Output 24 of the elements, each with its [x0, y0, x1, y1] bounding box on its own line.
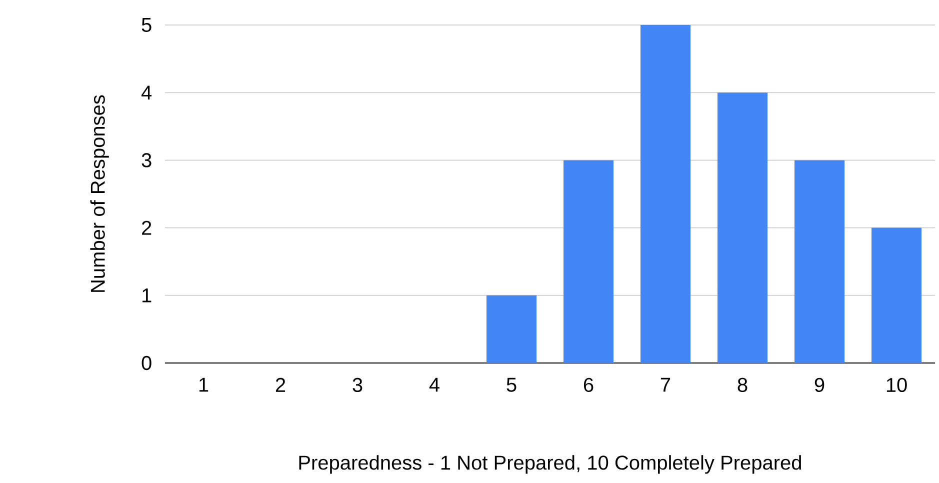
y-tick-label: 4 — [141, 86, 152, 100]
x-tick-label: 3 — [352, 378, 362, 392]
x-tick-label: 6 — [584, 378, 594, 392]
y-tick-label: 2 — [142, 220, 152, 235]
bar — [640, 25, 691, 363]
y-tick-label: 5 — [142, 18, 152, 32]
x-tick-label: 7 — [660, 378, 670, 392]
bar — [794, 160, 845, 363]
y-tick-label: 3 — [142, 153, 152, 168]
x-tick-label: 1 — [199, 378, 208, 392]
bar — [718, 92, 768, 363]
x-tick-label: 2 — [276, 378, 286, 392]
x-axis-title: Preparedness - 1 Not Prepared, 10 Completely Prepared — [299, 455, 801, 474]
x-tick-label: 10 — [886, 378, 907, 392]
y-tick-label: 0 — [142, 356, 152, 370]
y-tick-label: 1 — [142, 288, 152, 302]
x-tick-label: 4 — [429, 378, 440, 392]
bar — [564, 160, 614, 363]
x-tick-label: 5 — [506, 378, 516, 392]
x-tick-label: 9 — [814, 378, 824, 392]
bar — [486, 295, 537, 363]
x-tick-label: 8 — [738, 378, 748, 392]
bar — [872, 228, 922, 363]
y-axis-title: Number of Responses — [90, 95, 109, 292]
